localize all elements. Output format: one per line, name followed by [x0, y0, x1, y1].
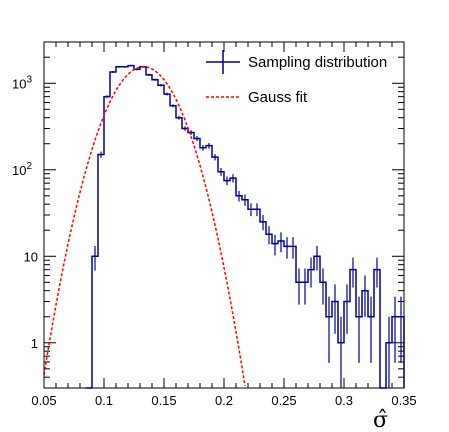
legend-entry-gauss: Gauss fit	[206, 89, 308, 106]
gauss-fit-series	[43, 66, 246, 387]
gauss-fit-curve	[43, 66, 246, 387]
x-tick-label: 0.2	[215, 393, 233, 408]
legend-label-sampling: Sampling distribution	[248, 54, 387, 71]
y-tick-label-base: 10	[12, 76, 26, 91]
x-tick-label: 0.35	[391, 393, 416, 408]
x-tick-label: 0.1	[95, 393, 113, 408]
x-tick-labels: 0.05 0.1 0.15 0.2 0.25 0.3 0.35	[31, 393, 416, 408]
x-tick-label: 0.25	[271, 393, 296, 408]
y-tick-label-base: 1	[31, 336, 38, 351]
y-tick-label: 103	[12, 74, 32, 91]
x-axis-label: σ̂	[373, 408, 388, 432]
y-tick-label: 102	[12, 161, 32, 178]
y-tick-label-base: 10	[24, 249, 38, 264]
legend: Sampling distribution Gauss fit	[206, 50, 387, 106]
x-tick-label: 0.05	[31, 393, 56, 408]
histogram-line	[85, 64, 405, 389]
y-tick-label-base: 10	[12, 163, 26, 178]
y-tick-label: 10	[24, 249, 38, 264]
plot-frame	[43, 41, 405, 389]
legend-entry-sampling: Sampling distribution	[206, 50, 387, 74]
y-tick-label: 1	[31, 336, 38, 351]
x-tick-label: 0.3	[335, 393, 353, 408]
y-tick-label-exponent: 3	[26, 74, 32, 85]
x-tick-label: 0.15	[151, 393, 176, 408]
y-tick-label-exponent: 2	[26, 161, 32, 172]
legend-label-gauss: Gauss fit	[248, 89, 308, 106]
